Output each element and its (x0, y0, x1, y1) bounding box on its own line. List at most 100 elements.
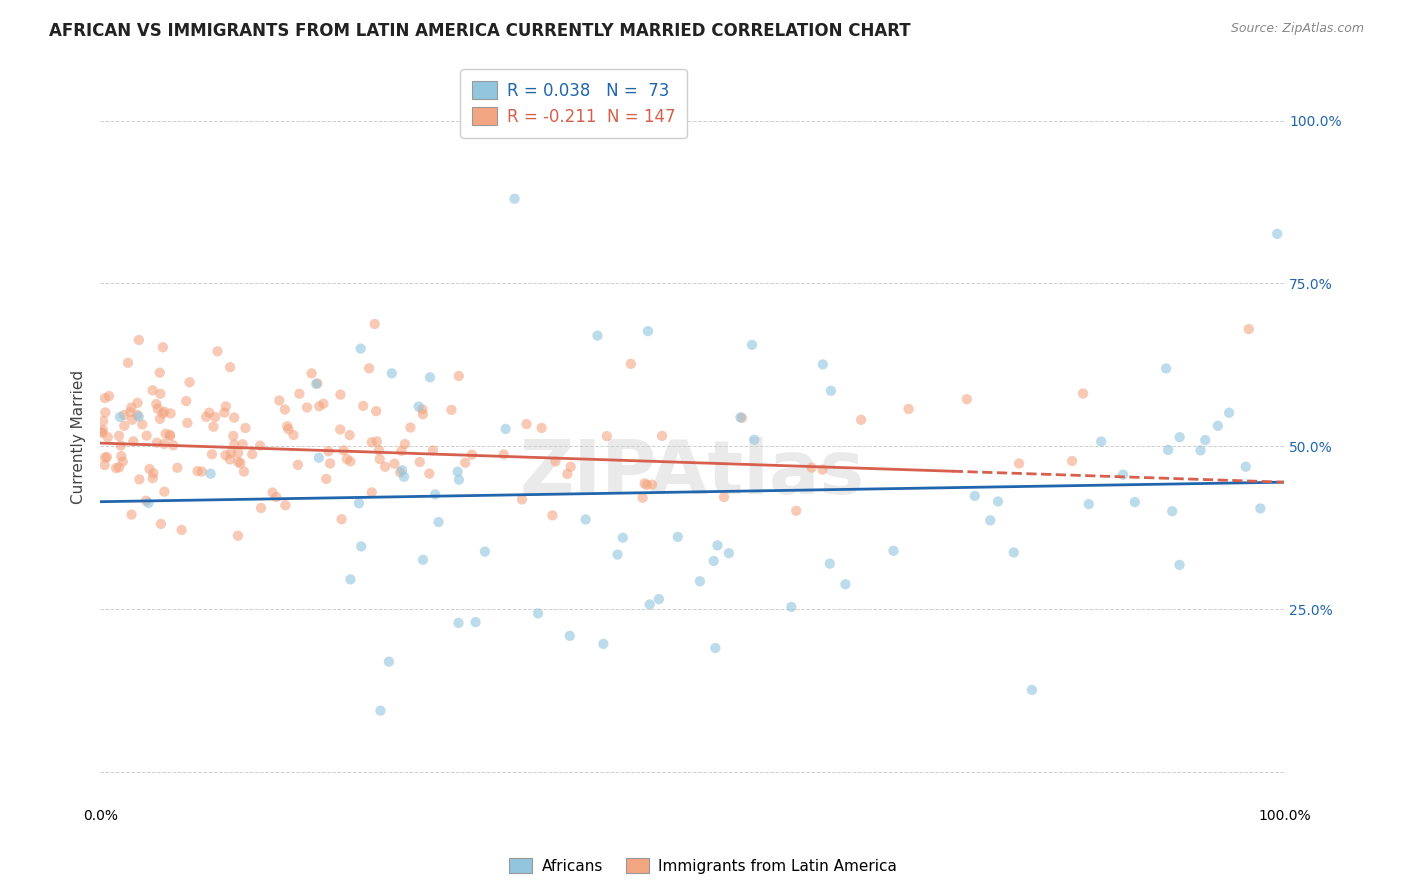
Africans (979, 513, 1001, 527)
Africans (381, 367, 404, 381)
Africans (447, 465, 470, 479)
Africans (1077, 497, 1099, 511)
Immigrants from Latin America (204, 410, 226, 425)
Immigrants from Latin America (1071, 386, 1094, 401)
Immigrants from Latin America (112, 418, 135, 433)
Immigrants from Latin America (240, 447, 263, 461)
Immigrants from Latin America (135, 428, 157, 442)
Africans (412, 553, 434, 567)
Africans (347, 496, 370, 510)
Immigrants from Latin America (339, 428, 361, 442)
Africans (503, 192, 526, 206)
Immigrants from Latin America (731, 410, 754, 425)
Immigrants from Latin America (301, 367, 323, 381)
Immigrants from Latin America (274, 402, 297, 417)
Immigrants from Latin America (120, 401, 142, 415)
Immigrants from Latin America (222, 429, 245, 443)
Africans (308, 450, 330, 465)
Immigrants from Latin America (219, 360, 242, 375)
Immigrants from Latin America (557, 467, 579, 481)
Africans (575, 512, 598, 526)
Immigrants from Latin America (447, 369, 470, 384)
Immigrants from Latin America (264, 490, 287, 504)
Immigrants from Latin America (111, 454, 134, 468)
Immigrants from Latin America (363, 317, 385, 331)
Africans (419, 370, 441, 384)
Africans (704, 640, 727, 655)
Immigrants from Latin America (283, 428, 305, 442)
Immigrants from Latin America (366, 404, 388, 418)
Immigrants from Latin America (153, 405, 176, 419)
Immigrants from Latin America (214, 406, 236, 420)
Immigrants from Latin America (312, 397, 335, 411)
Africans (1090, 434, 1112, 449)
Africans (1154, 361, 1177, 376)
Text: Source: ZipAtlas.com: Source: ZipAtlas.com (1230, 22, 1364, 36)
Africans (648, 592, 671, 607)
Text: ZIPAtlas: ZIPAtlas (520, 437, 865, 510)
Immigrants from Latin America (1237, 322, 1260, 336)
Immigrants from Latin America (359, 361, 381, 376)
Immigrants from Latin America (195, 409, 218, 424)
Immigrants from Latin America (226, 529, 249, 543)
Immigrants from Latin America (544, 454, 567, 468)
Immigrants from Latin America (176, 416, 198, 430)
Africans (200, 467, 222, 481)
Immigrants from Latin America (219, 446, 242, 460)
Immigrants from Latin America (149, 366, 172, 380)
Africans (527, 607, 550, 621)
Immigrants from Latin America (785, 504, 807, 518)
Immigrants from Latin America (307, 376, 329, 391)
Immigrants from Latin America (214, 448, 236, 462)
Immigrants from Latin America (440, 402, 463, 417)
Immigrants from Latin America (228, 455, 250, 469)
Africans (464, 615, 486, 629)
Africans (1249, 501, 1271, 516)
Immigrants from Latin America (162, 438, 184, 452)
Immigrants from Latin America (142, 471, 165, 485)
Immigrants from Latin America (186, 464, 208, 478)
Immigrants from Latin America (138, 462, 160, 476)
Immigrants from Latin America (131, 417, 153, 432)
Immigrants from Latin America (108, 429, 131, 443)
Immigrants from Latin America (91, 414, 114, 428)
Immigrants from Latin America (93, 458, 115, 472)
Immigrants from Latin America (215, 400, 238, 414)
Africans (558, 629, 581, 643)
Immigrants from Latin America (229, 456, 252, 470)
Immigrants from Latin America (174, 394, 197, 409)
Africans (818, 557, 841, 571)
Africans (689, 574, 711, 589)
Immigrants from Latin America (128, 472, 150, 486)
Immigrants from Latin America (233, 465, 256, 479)
Africans (1161, 504, 1184, 518)
Immigrants from Latin America (191, 465, 214, 479)
Africans (1265, 227, 1288, 241)
Immigrants from Latin America (142, 384, 165, 398)
Immigrants from Latin America (108, 460, 131, 475)
Immigrants from Latin America (142, 466, 165, 480)
Africans (987, 494, 1010, 508)
Africans (128, 409, 150, 424)
Immigrants from Latin America (94, 405, 117, 419)
Immigrants from Latin America (366, 434, 388, 449)
Immigrants from Latin America (541, 508, 564, 523)
Immigrants from Latin America (226, 446, 249, 460)
Immigrants from Latin America (295, 401, 318, 415)
Africans (834, 577, 856, 591)
Immigrants from Latin America (897, 402, 920, 417)
Y-axis label: Currently Married: Currently Married (72, 369, 86, 504)
Africans (592, 637, 614, 651)
Immigrants from Latin America (235, 421, 257, 435)
Legend: Africans, Immigrants from Latin America: Africans, Immigrants from Latin America (503, 852, 903, 880)
Immigrants from Latin America (384, 457, 406, 471)
Immigrants from Latin America (360, 485, 382, 500)
Immigrants from Latin America (596, 429, 619, 443)
Immigrants from Latin America (1008, 457, 1031, 471)
Immigrants from Latin America (288, 386, 311, 401)
Immigrants from Latin America (308, 399, 330, 413)
Immigrants from Latin America (112, 408, 135, 422)
Immigrants from Latin America (153, 437, 176, 451)
Immigrants from Latin America (560, 459, 582, 474)
Africans (1234, 459, 1257, 474)
